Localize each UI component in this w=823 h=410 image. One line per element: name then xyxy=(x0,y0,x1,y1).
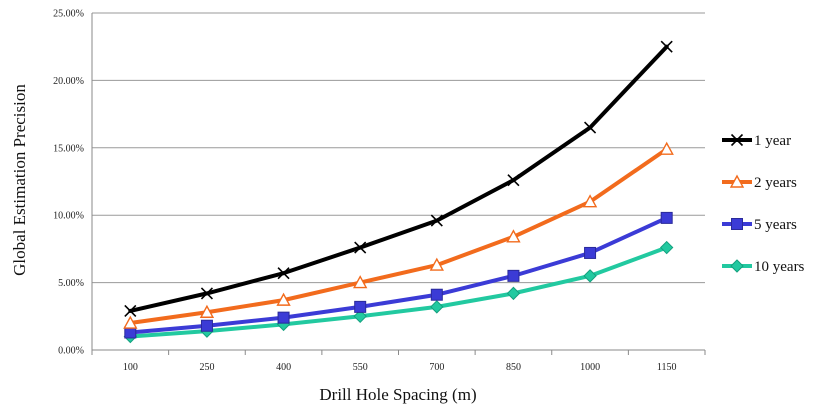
data-point xyxy=(354,241,367,254)
y-tick-label: 20.00% xyxy=(53,76,84,87)
legend-label: 1 year xyxy=(754,133,791,149)
data-point xyxy=(507,174,520,187)
legend-label: 2 years xyxy=(754,175,797,191)
data-point xyxy=(583,121,597,134)
x-tick-label: 850 xyxy=(506,362,521,373)
legend-item: 2 years xyxy=(722,174,797,191)
legend-marker xyxy=(730,259,744,273)
data-point xyxy=(430,288,443,301)
data-point xyxy=(660,211,673,224)
data-point xyxy=(506,229,521,243)
legend-item: 5 years xyxy=(722,217,797,233)
data-point xyxy=(200,319,213,332)
data-point xyxy=(659,240,674,255)
data-point xyxy=(276,292,291,306)
y-tick-label: 15.00% xyxy=(53,143,84,154)
data-point xyxy=(584,246,597,259)
legend-marker xyxy=(730,133,744,147)
x-tick-label: 400 xyxy=(276,362,291,373)
x-tick-label: 100 xyxy=(123,362,138,373)
data-point xyxy=(430,214,443,227)
series-5-years xyxy=(124,211,673,339)
series-line xyxy=(128,245,669,339)
x-tick-label: 700 xyxy=(429,362,444,373)
data-point xyxy=(660,40,673,53)
data-point xyxy=(354,300,367,313)
data-point xyxy=(353,275,368,289)
y-tick-label: 5.00% xyxy=(58,278,84,289)
data-point xyxy=(582,194,598,208)
y-tick-label: 10.00% xyxy=(53,211,84,222)
legend-label: 10 years xyxy=(754,259,805,275)
x-tick-label: 250 xyxy=(199,362,214,373)
data-point xyxy=(429,257,444,271)
y-tick-label: 0.00% xyxy=(58,346,84,357)
series-lines xyxy=(123,40,674,344)
data-point xyxy=(123,315,138,329)
x-tick-label: 550 xyxy=(353,362,368,373)
data-point xyxy=(506,286,521,301)
legend-marker xyxy=(731,218,743,230)
series-line xyxy=(128,44,669,313)
series-line xyxy=(128,215,669,335)
data-point xyxy=(507,269,520,282)
data-point xyxy=(430,300,444,314)
series-1-year xyxy=(124,40,673,317)
legend-item: 1 year xyxy=(722,133,791,149)
data-point xyxy=(199,304,215,318)
x-tick-label: 1000 xyxy=(580,362,600,373)
data-point xyxy=(353,309,367,324)
gridlines xyxy=(92,12,705,284)
y-axis-title: Global Estimation Precision xyxy=(10,84,29,276)
axes: 0.00% 5.00% 10.00% 15.00% 20.00% 25.00% 100 250… xyxy=(53,9,706,373)
data-point xyxy=(277,311,290,324)
x-tick-label: 1150 xyxy=(657,362,677,373)
legend-marker xyxy=(729,174,745,188)
legend: 1 year 2 years 5 years 10 years xyxy=(722,133,805,275)
data-point xyxy=(200,287,214,300)
legend-item: 10 years xyxy=(722,259,805,275)
series-2-years xyxy=(123,141,674,329)
x-axis-title: Drill Hole Spacing (m) xyxy=(319,385,476,404)
legend-label: 5 years xyxy=(754,217,797,233)
series-line xyxy=(128,147,669,326)
y-tick-label: 25.00% xyxy=(53,9,84,20)
data-point xyxy=(277,267,290,280)
data-point xyxy=(124,304,137,317)
data-point xyxy=(659,141,674,155)
data-point xyxy=(583,269,597,283)
